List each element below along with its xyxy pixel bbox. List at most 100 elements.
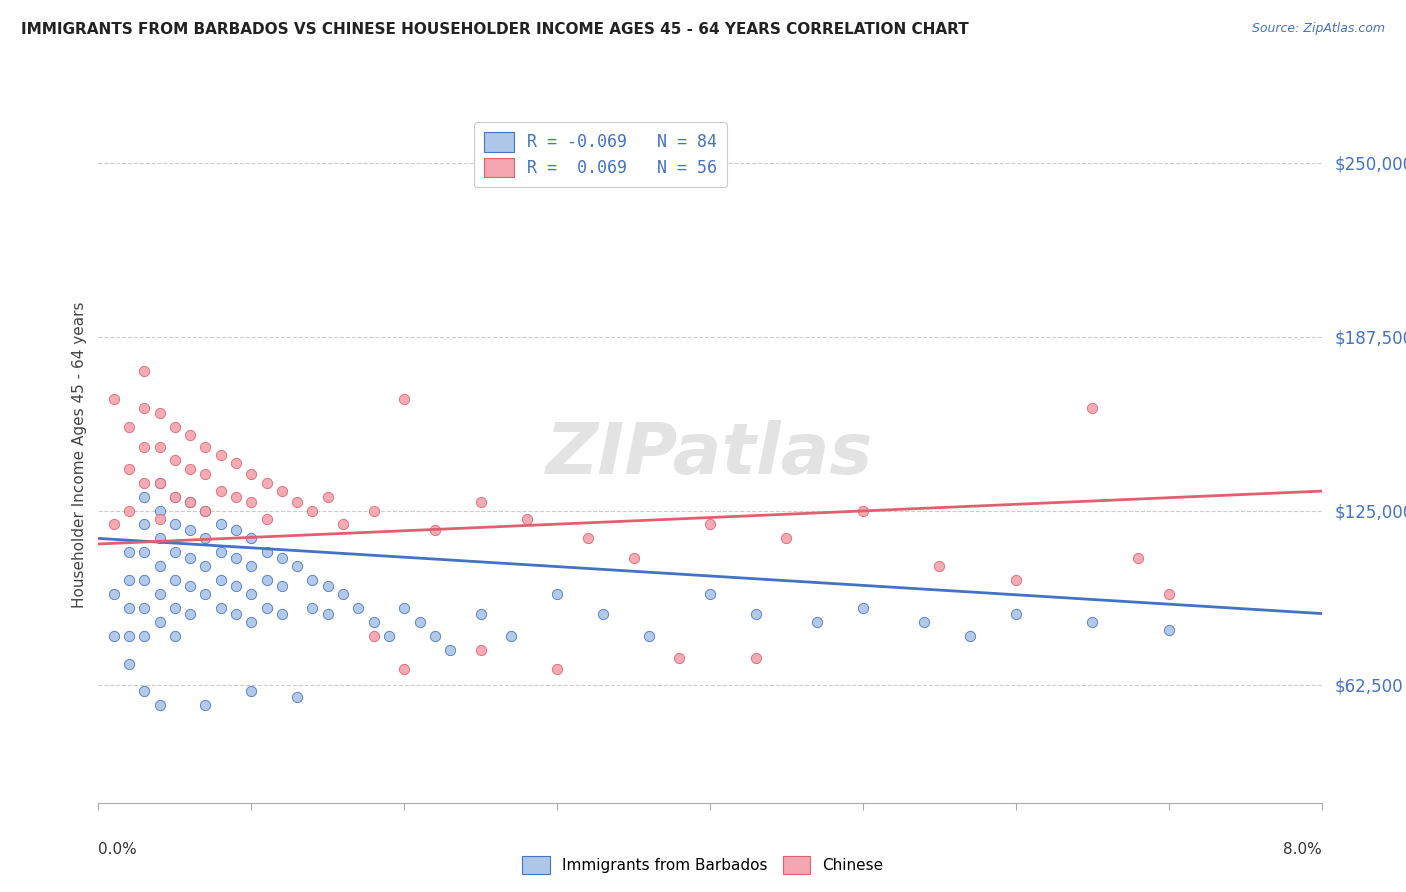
- Point: [179, 495, 201, 509]
- Point: [103, 629, 125, 643]
- Text: Source: ZipAtlas.com: Source: ZipAtlas.com: [1251, 22, 1385, 36]
- Point: [118, 601, 141, 615]
- Point: [240, 495, 263, 509]
- Point: [270, 579, 294, 593]
- Point: [332, 587, 354, 601]
- Point: [363, 503, 385, 517]
- Point: [149, 440, 172, 454]
- Point: [270, 550, 294, 565]
- Point: [179, 579, 201, 593]
- Point: [179, 550, 201, 565]
- Point: [209, 484, 232, 499]
- Point: [163, 453, 186, 467]
- Point: [285, 690, 308, 704]
- Point: [285, 495, 308, 509]
- Point: [149, 559, 172, 574]
- Point: [363, 629, 385, 643]
- Point: [301, 573, 323, 587]
- Point: [745, 607, 768, 621]
- Point: [959, 629, 981, 643]
- Point: [134, 517, 156, 532]
- Point: [240, 467, 263, 482]
- Point: [256, 475, 278, 490]
- Point: [179, 523, 201, 537]
- Point: [103, 517, 125, 532]
- Point: [103, 587, 125, 601]
- Point: [225, 579, 247, 593]
- Point: [134, 601, 156, 615]
- Point: [1128, 550, 1150, 565]
- Point: [316, 579, 339, 593]
- Point: [392, 662, 416, 676]
- Point: [194, 503, 217, 517]
- Point: [423, 629, 446, 643]
- Point: [1081, 401, 1104, 415]
- Point: [118, 657, 141, 671]
- Point: [179, 495, 201, 509]
- Point: [928, 559, 950, 574]
- Point: [470, 642, 492, 657]
- Point: [149, 406, 172, 420]
- Point: [240, 615, 263, 629]
- Point: [225, 607, 247, 621]
- Point: [1081, 615, 1104, 629]
- Point: [134, 401, 156, 415]
- Point: [316, 607, 339, 621]
- Point: [240, 684, 263, 698]
- Point: [852, 503, 875, 517]
- Point: [149, 615, 172, 629]
- Point: [576, 532, 599, 546]
- Point: [163, 490, 186, 504]
- Point: [270, 484, 294, 499]
- Y-axis label: Householder Income Ages 45 - 64 years: Householder Income Ages 45 - 64 years: [72, 301, 87, 608]
- Point: [209, 545, 232, 559]
- Point: [301, 601, 323, 615]
- Point: [775, 532, 797, 546]
- Legend: Immigrants from Barbados, Chinese: Immigrants from Barbados, Chinese: [516, 850, 890, 880]
- Point: [163, 545, 186, 559]
- Point: [637, 629, 661, 643]
- Point: [103, 392, 125, 407]
- Point: [270, 607, 294, 621]
- Point: [332, 517, 354, 532]
- Point: [149, 532, 172, 546]
- Point: [316, 490, 339, 504]
- Point: [1004, 607, 1026, 621]
- Point: [301, 503, 323, 517]
- Point: [149, 512, 172, 526]
- Point: [134, 440, 156, 454]
- Point: [516, 512, 538, 526]
- Point: [225, 550, 247, 565]
- Point: [439, 642, 461, 657]
- Point: [149, 587, 172, 601]
- Point: [194, 503, 217, 517]
- Point: [470, 495, 492, 509]
- Point: [149, 503, 172, 517]
- Point: [194, 698, 217, 713]
- Point: [194, 587, 217, 601]
- Point: [392, 601, 416, 615]
- Point: [225, 456, 247, 470]
- Point: [699, 517, 721, 532]
- Point: [209, 601, 232, 615]
- Point: [240, 532, 263, 546]
- Point: [179, 428, 201, 442]
- Point: [423, 523, 446, 537]
- Point: [347, 601, 370, 615]
- Point: [163, 601, 186, 615]
- Point: [179, 607, 201, 621]
- Point: [118, 545, 141, 559]
- Point: [285, 559, 308, 574]
- Point: [592, 607, 614, 621]
- Point: [134, 490, 156, 504]
- Point: [163, 573, 186, 587]
- Point: [118, 629, 141, 643]
- Text: IMMIGRANTS FROM BARBADOS VS CHINESE HOUSEHOLDER INCOME AGES 45 - 64 YEARS CORREL: IMMIGRANTS FROM BARBADOS VS CHINESE HOUS…: [21, 22, 969, 37]
- Point: [806, 615, 828, 629]
- Point: [118, 420, 141, 434]
- Point: [852, 601, 875, 615]
- Point: [209, 448, 232, 462]
- Point: [209, 517, 232, 532]
- Legend: R = -0.069   N = 84, R =  0.069   N = 56: R = -0.069 N = 84, R = 0.069 N = 56: [474, 122, 727, 187]
- Point: [745, 651, 768, 665]
